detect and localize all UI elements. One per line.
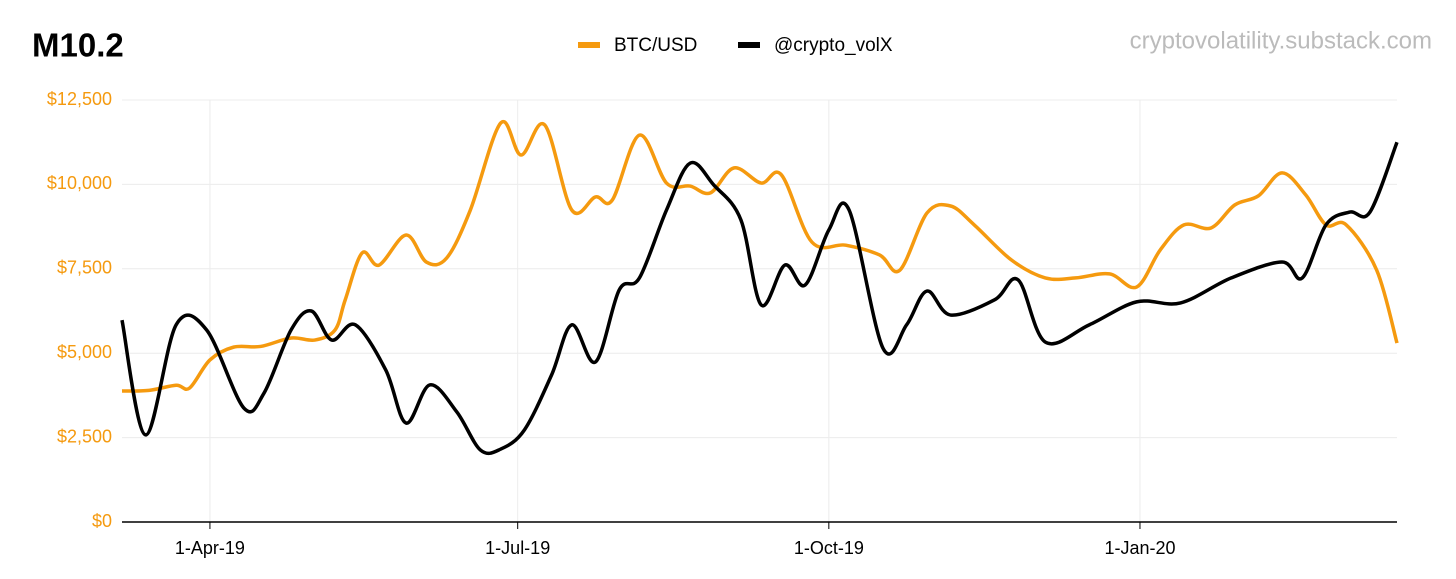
y-tick-label: $12,500	[47, 89, 112, 109]
source: cryptovolatility.substack.com	[1130, 27, 1432, 54]
x-tick-label: 1-Jan-20	[1104, 538, 1175, 558]
legend-label: BTC/USD	[614, 35, 697, 56]
y-tick-label: $5,000	[57, 342, 112, 362]
y-tick-label: $7,500	[57, 258, 112, 278]
chart-title: M10.2	[32, 27, 124, 64]
x-tick-label: 1-Jul-19	[485, 538, 550, 558]
line-series	[121, 119, 1399, 393]
x-tick-label: 1-Oct-19	[794, 538, 864, 558]
x-tick-label: 1-Apr-19	[175, 538, 245, 558]
line-series	[120, 141, 1399, 456]
y-tick-label: $0	[92, 511, 112, 531]
y-tick-label: $2,500	[57, 426, 112, 446]
y-tick-label: $10,000	[47, 173, 112, 193]
legend-label: @crypto_volX	[774, 35, 893, 56]
